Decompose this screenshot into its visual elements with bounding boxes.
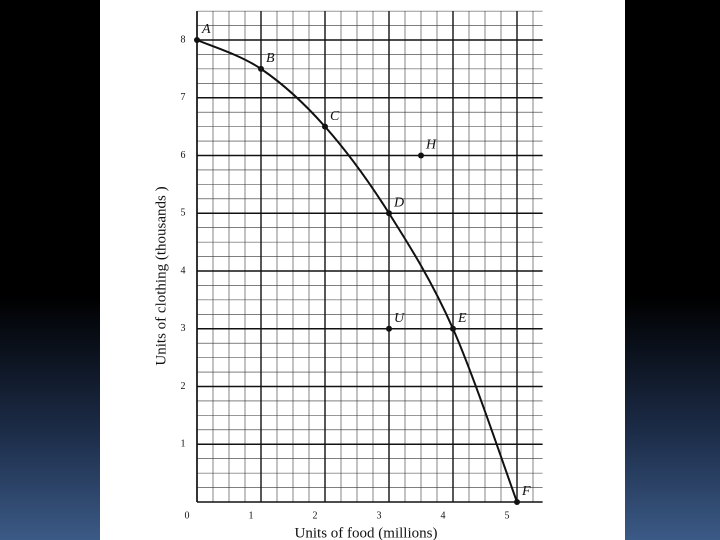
point [258,65,264,72]
x-tick-label: 1 [249,510,254,521]
panel [100,0,625,540]
y-tick-label: 1 [181,439,186,450]
point-label: C [330,109,340,124]
point [194,37,200,43]
x-tick-label: 2 [313,510,318,521]
point-label: U [394,311,405,326]
y-tick-label: 7 [181,92,186,103]
point-label: A [201,22,211,37]
x-tick-label: 3 [377,510,382,521]
point [514,499,520,505]
x-tick-label: 4 [441,510,446,521]
y-tick-label: 4 [181,265,186,276]
y-tick-label: 3 [181,323,186,334]
point-label: H [425,138,437,153]
y-axis-label: Units of clothing (thousands ) [153,186,169,365]
point [418,152,424,159]
point-label: F [521,484,531,499]
x-tick-label: 0 [185,510,190,521]
point-label: B [266,51,275,66]
point [322,123,328,130]
y-tick-label: 2 [181,381,186,392]
point-label: E [457,311,467,326]
x-tick-label: 5 [505,510,510,521]
y-tick-label: 5 [181,208,186,219]
point [386,325,392,332]
point [386,210,392,217]
y-tick-label: 6 [181,150,186,161]
x-axis-label: Units of food (millions) [295,525,438,540]
point [450,325,456,332]
point-label: D [393,195,404,210]
y-tick-label: 8 [181,34,186,45]
